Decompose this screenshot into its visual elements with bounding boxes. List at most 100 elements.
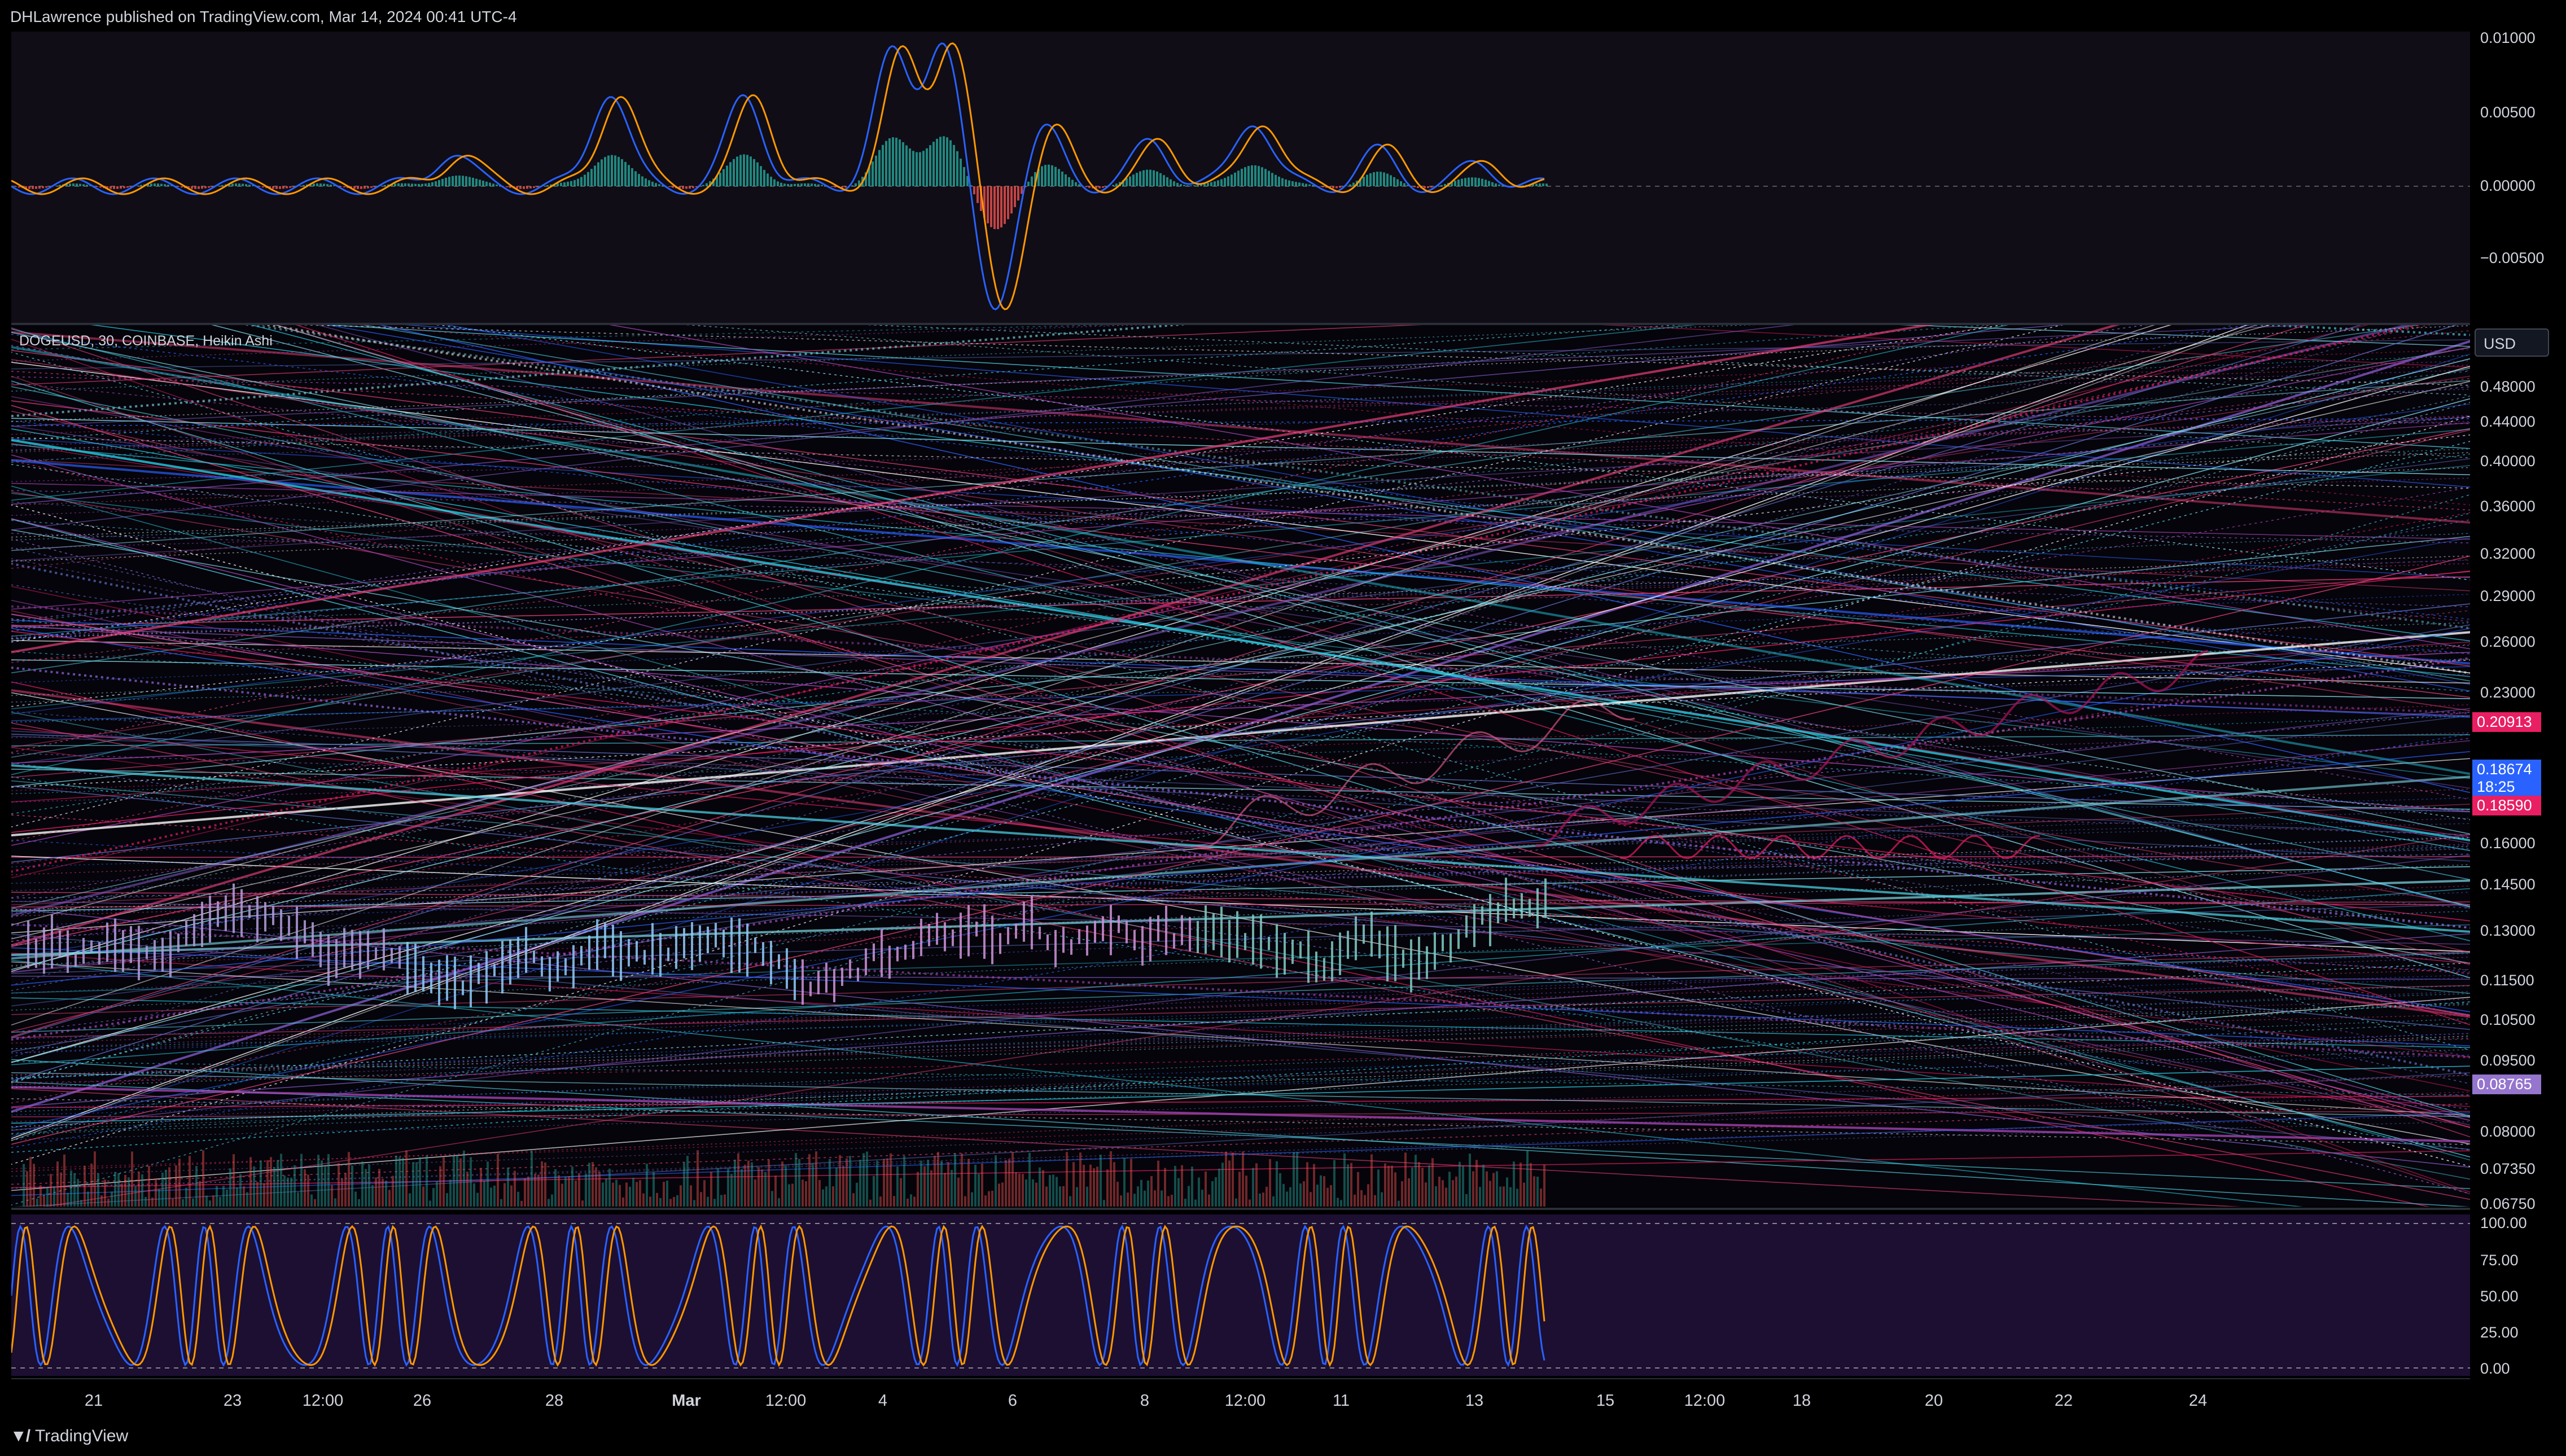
volume-bar [273, 1167, 275, 1207]
volume-bar [46, 1186, 49, 1207]
macd-histogram-bar [177, 186, 179, 187]
channel-line [11, 1075, 2470, 1141]
trend-line [11, 924, 2470, 994]
trend-line [11, 901, 2470, 908]
macd-histogram-bar [1258, 166, 1260, 186]
publisher-line: DHLawrence published on TradingView.com,… [10, 8, 517, 25]
volume-bar [1404, 1152, 1407, 1207]
volume-bar [1455, 1176, 1457, 1207]
volume-bar [483, 1181, 485, 1207]
trend-line [11, 347, 2470, 758]
trend-line [11, 853, 2470, 899]
volume-bar [967, 1159, 970, 1207]
macd-histogram-bar [773, 179, 776, 186]
volume-bar [713, 1199, 716, 1207]
trend-line [11, 380, 2470, 551]
time-tick-label: 11 [1332, 1392, 1350, 1410]
stochastic-rsi-pane[interactable] [11, 1214, 2470, 1376]
macd-histogram-bar [1481, 178, 1483, 186]
volume-bar [361, 1161, 364, 1207]
volume-bar [923, 1166, 926, 1207]
channel-line [11, 388, 2470, 461]
volume-bar [1228, 1160, 1231, 1207]
macd-histogram-bar [289, 186, 291, 188]
macd-indicator-pane[interactable] [11, 32, 2470, 323]
macd-histogram-bar [834, 186, 837, 188]
time-scale[interactable]: 21 23 12:00 26 28 Mar 12:00 4 6 8 12:00 11 13 15 12:00… [11, 1378, 2470, 1419]
macd-plot [11, 42, 2470, 310]
macd-histogram-bar [811, 183, 813, 186]
price-tick-label: 0.13000 [2480, 922, 2536, 939]
volume-bar [619, 1185, 621, 1207]
trend-line [11, 493, 2470, 779]
pane-separator[interactable] [11, 1208, 2470, 1210]
macd-histogram-bar [1068, 177, 1070, 186]
macd-histogram-bar [1166, 177, 1168, 186]
volume-bar [1482, 1164, 1485, 1207]
volume-bar [1462, 1166, 1464, 1207]
macd-histogram-bar [1247, 166, 1250, 186]
trend-line [11, 584, 2470, 971]
currency-button[interactable]: USD [2475, 328, 2549, 357]
volume-bar [1530, 1163, 1532, 1207]
volume-bar [1133, 1194, 1136, 1207]
macd-histogram-bar [340, 186, 342, 187]
macd-histogram-bar [648, 180, 650, 186]
macd-histogram-bar [733, 159, 735, 186]
volume-bar [172, 1198, 174, 1207]
volume-bar [1431, 1158, 1434, 1207]
volume-bar [1316, 1185, 1319, 1207]
macd-histogram-bar [28, 186, 30, 189]
trend-line [362, 325, 2470, 682]
macd-histogram-bar [441, 178, 444, 186]
volume-bar [866, 1151, 868, 1207]
macd-histogram-bar [885, 141, 887, 186]
volume-bar [717, 1168, 719, 1207]
pane-separator[interactable] [11, 323, 2470, 325]
stoch-tick-label: 50.00 [2480, 1288, 2519, 1305]
macd-histogram-bar [1400, 181, 1402, 186]
volume-bar [138, 1172, 140, 1207]
symbol-legend[interactable]: DOGEUSD, 30, COINBASE, Heikin Ashi [19, 333, 273, 349]
macd-histogram-bar [1149, 169, 1151, 186]
macd-histogram-bar [546, 185, 549, 186]
macd-histogram-bar [1234, 172, 1236, 186]
trend-line [11, 325, 2253, 642]
trend-line [317, 325, 2470, 909]
volume-bar [111, 1191, 113, 1207]
volume-bar [1069, 1196, 1071, 1207]
volume-bar [1513, 1161, 1515, 1207]
price-chart-pane[interactable]: DOGEUSD, 30, COINBASE, Heikin Ashi [11, 325, 2470, 1207]
macd-histogram-bar [1485, 179, 1487, 186]
macd-histogram-bar [1203, 183, 1206, 186]
time-tick-label: 12:00 [765, 1392, 807, 1410]
macd-histogram-bar [760, 166, 762, 186]
volume-bar [862, 1153, 865, 1207]
trend-line [11, 708, 2470, 973]
volume-bar [737, 1153, 739, 1207]
time-tick-label: 23 [223, 1392, 242, 1410]
volume-bar [1062, 1186, 1065, 1207]
macd-histogram-bar [702, 185, 704, 186]
volume-bar [839, 1155, 841, 1207]
trend-line [11, 464, 2470, 821]
volume-bar [571, 1166, 573, 1207]
trend-line [11, 453, 2470, 814]
volume-bar [548, 1199, 550, 1207]
macd-tick-label: 0.01000 [2480, 29, 2536, 46]
volume-bar [544, 1162, 546, 1207]
trend-line [11, 624, 2470, 812]
volume-bar [1032, 1179, 1034, 1207]
macd-histogram-bar [15, 186, 17, 187]
macd-histogram-bar [1478, 178, 1480, 186]
projection-line [1619, 835, 2040, 859]
macd-histogram-bar [1539, 183, 1541, 186]
macd-histogram-bar [1112, 185, 1114, 186]
macd-histogram-bar [1136, 173, 1138, 186]
macd-histogram-bar [42, 186, 44, 188]
volume-bar [1523, 1182, 1525, 1207]
volume-bar [246, 1192, 248, 1207]
volume-bar [148, 1165, 150, 1207]
volume-bar [764, 1172, 767, 1207]
volume-bar [771, 1191, 773, 1207]
